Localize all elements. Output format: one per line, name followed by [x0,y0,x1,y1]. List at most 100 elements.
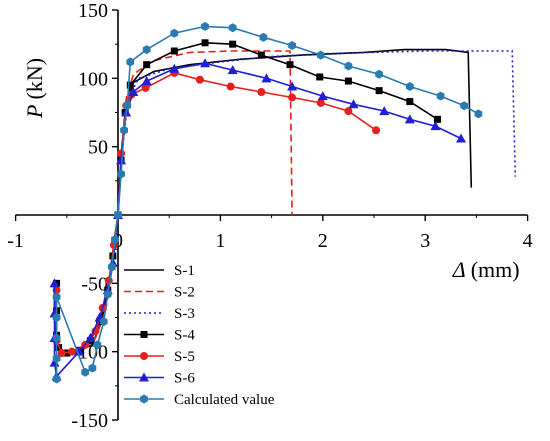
y-tick-label: -50 [81,273,108,295]
data-point [372,126,381,135]
legend-label: Calculated value [174,392,275,408]
legend-marker [140,352,148,360]
data-point [57,349,66,358]
legend-label: S-2 [174,285,195,301]
data-point [99,317,108,327]
data-point [405,82,414,91]
data-point [261,73,272,83]
data-point [81,367,90,377]
data-point [52,313,61,322]
series-line [53,62,462,379]
data-point [344,61,353,71]
data-point [406,98,414,106]
legend-label: S-4 [174,328,195,344]
data-point [316,73,324,81]
data-point [430,121,441,131]
data-point [114,210,122,220]
data-point [259,32,268,42]
data-point [169,63,180,73]
data-point [257,88,266,96]
data-point [201,39,209,47]
data-point [436,91,445,101]
legend-entry: S-6 [124,371,195,387]
y-tick-label: 150 [78,0,108,22]
data-point [49,278,60,288]
legend-entry: S-1 [124,263,195,279]
y-tick-label: -150 [71,410,108,432]
data-point [103,289,112,299]
data-point [111,235,119,245]
legend-label: S-1 [174,263,195,279]
legend: S-1 S-2 S-3 S-4 S-5 S-6 Calculated value [124,263,275,408]
x-axis-title: Δ (mm) [452,257,520,282]
data-point [128,87,139,96]
data-point [288,41,296,50]
legend-label: S-6 [174,371,195,387]
legend-marker [140,331,148,338]
data-point [375,87,383,95]
data-point [116,155,127,165]
data-point [52,374,61,384]
data-point [52,292,61,302]
data-point [108,262,116,272]
series-s-6 [49,58,467,381]
data-point [200,58,211,68]
data-point [195,75,204,84]
data-point [379,106,390,116]
data-point [433,115,441,123]
data-point [288,93,297,102]
data-point [142,45,151,55]
x-tick-label: -1 [7,230,24,252]
legend-entry: S-5 [124,349,195,365]
data-point [348,99,359,109]
series-s-4 [53,39,441,357]
data-point [460,101,468,111]
series-calculated-value [52,21,483,384]
legend-marker [140,394,148,404]
data-point [91,327,100,336]
legend-label: S-3 [174,306,195,322]
x-tick-label: 2 [318,230,328,252]
legend-entry: Calculated value [124,392,275,408]
data-point [67,347,76,356]
y-axis-title: P (kN) [22,58,47,119]
series-line [55,25,479,379]
data-point [287,81,298,91]
legend-entry: S-2 [124,285,195,301]
data-point [229,40,237,48]
data-point [170,28,179,38]
data-point [474,109,483,119]
data-point [85,333,96,342]
data-point [52,333,61,343]
data-point [226,82,235,91]
data-point [52,354,61,363]
data-point [286,61,294,69]
data-point [141,76,152,86]
x-tick-label: 1 [215,230,225,252]
data-point [120,125,128,135]
legend-entry: S-3 [124,306,195,322]
y-tick-label: 100 [78,68,108,90]
data-point [227,65,238,75]
data-point [74,346,85,356]
legend-label: S-5 [174,349,195,365]
data-point [344,107,353,116]
data-point [126,81,134,89]
data-point [201,21,209,31]
data-point [257,51,265,59]
data-point [88,363,97,373]
legend-entry: S-4 [124,328,195,344]
legend-marker [139,372,149,382]
data-point [316,98,325,107]
data-point [344,77,352,85]
data-point [126,57,135,67]
data-point [170,47,178,55]
data-point [117,169,125,179]
data-point [375,69,383,79]
data-point [123,101,132,111]
x-tick-label: 3 [420,230,430,252]
data-point [143,61,151,69]
data-point [317,91,328,101]
